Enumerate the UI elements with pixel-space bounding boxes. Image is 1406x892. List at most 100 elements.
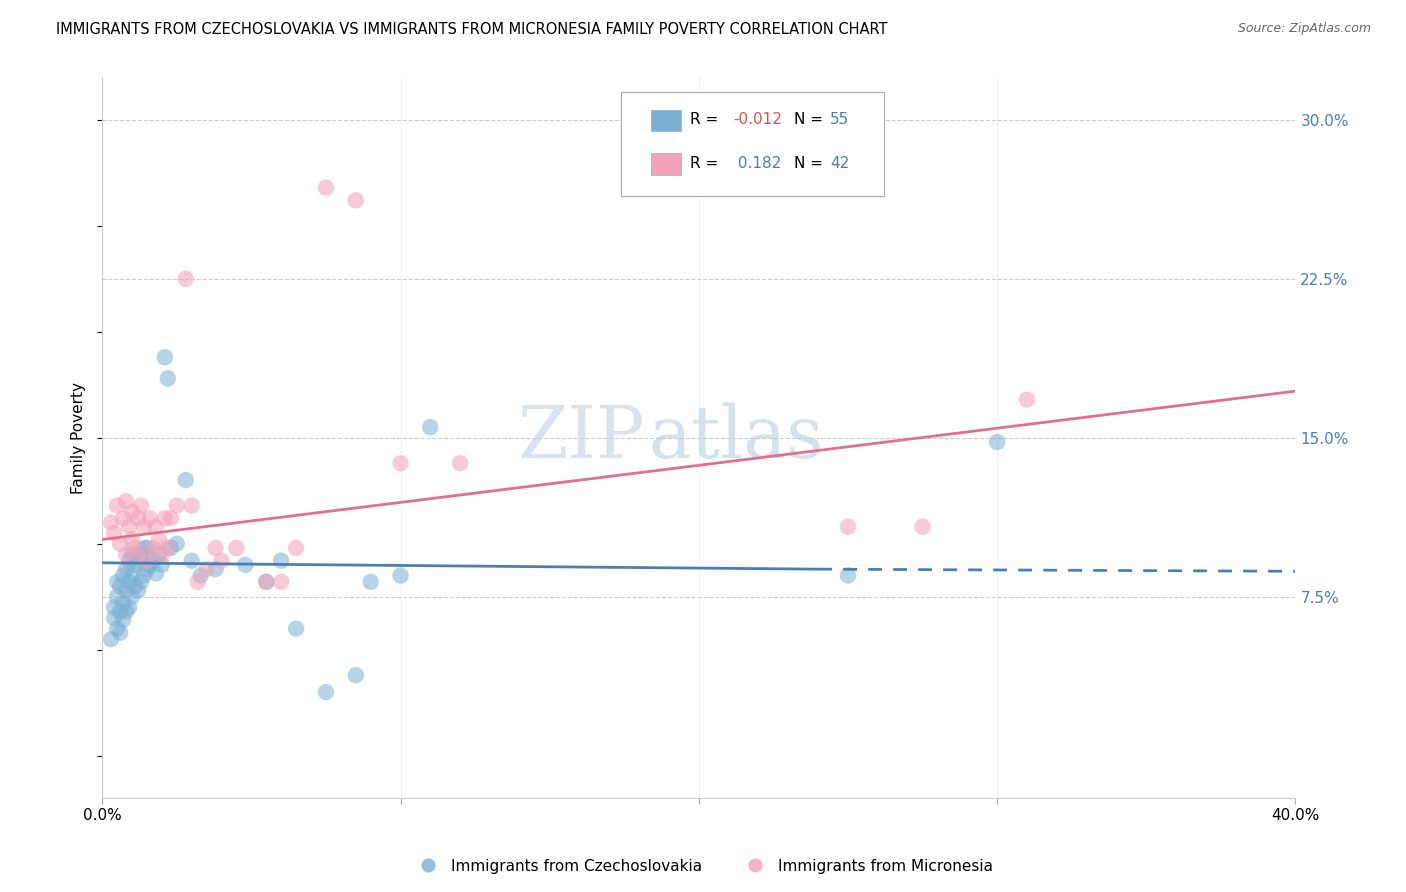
Point	[136, 562, 159, 576]
Point	[129, 574, 152, 589]
Point	[100, 632, 122, 646]
Bar	[651, 110, 681, 131]
Point	[211, 554, 233, 568]
Point	[121, 533, 143, 547]
Point	[837, 520, 859, 534]
Point	[1015, 392, 1038, 407]
Point	[103, 611, 125, 625]
Point	[127, 547, 149, 561]
Point	[105, 499, 128, 513]
Point	[419, 420, 441, 434]
Point	[112, 596, 135, 610]
Point	[153, 350, 176, 364]
Point	[150, 547, 173, 561]
Point	[142, 541, 165, 555]
Point	[145, 566, 167, 581]
Point	[254, 574, 277, 589]
Text: ZIP: ZIP	[517, 402, 645, 473]
Point	[121, 568, 143, 582]
Point	[270, 554, 292, 568]
Point	[118, 600, 141, 615]
Point	[180, 499, 202, 513]
Point	[115, 494, 138, 508]
Point	[112, 613, 135, 627]
Point	[129, 547, 152, 561]
Point	[124, 541, 146, 555]
Point	[108, 579, 131, 593]
Point	[132, 568, 155, 582]
Point	[911, 520, 934, 534]
Point	[204, 541, 226, 555]
Point	[118, 574, 141, 589]
Point	[115, 562, 138, 576]
Point	[121, 590, 143, 604]
Point	[132, 541, 155, 555]
Text: 55: 55	[830, 112, 849, 127]
Point	[124, 558, 146, 572]
Point	[315, 180, 337, 194]
Text: -0.012: -0.012	[734, 112, 782, 127]
Point	[127, 554, 149, 568]
Point	[159, 541, 181, 555]
Point	[112, 568, 135, 582]
Point	[118, 520, 141, 534]
Point	[105, 590, 128, 604]
Point	[166, 499, 188, 513]
Point	[108, 605, 131, 619]
Point	[136, 541, 159, 555]
Point	[142, 554, 165, 568]
Point	[166, 537, 188, 551]
Text: N =: N =	[794, 156, 828, 171]
Point	[225, 541, 247, 555]
Point	[315, 685, 337, 699]
Point	[285, 541, 308, 555]
Text: R =: R =	[690, 156, 724, 171]
Point	[127, 583, 149, 598]
Point	[139, 558, 162, 572]
Point	[837, 568, 859, 582]
Point	[389, 568, 412, 582]
Point	[115, 547, 138, 561]
Point	[132, 520, 155, 534]
Point	[139, 511, 162, 525]
Point	[344, 668, 367, 682]
Point	[360, 574, 382, 589]
Text: atlas: atlas	[648, 402, 824, 473]
Point	[103, 526, 125, 541]
Point	[204, 562, 226, 576]
Point	[108, 537, 131, 551]
Point	[986, 435, 1008, 450]
Point	[150, 558, 173, 572]
Point	[174, 272, 197, 286]
Point	[159, 511, 181, 525]
Point	[105, 622, 128, 636]
Point	[195, 562, 218, 576]
Point	[389, 456, 412, 470]
Point	[254, 574, 277, 589]
Point	[121, 547, 143, 561]
Point	[121, 505, 143, 519]
Point	[180, 554, 202, 568]
Text: 0.182: 0.182	[734, 156, 782, 171]
Point	[285, 622, 308, 636]
Point	[156, 371, 179, 385]
Point	[270, 574, 292, 589]
Point	[127, 511, 149, 525]
Point	[344, 194, 367, 208]
Text: IMMIGRANTS FROM CZECHOSLOVAKIA VS IMMIGRANTS FROM MICRONESIA FAMILY POVERTY CORR: IMMIGRANTS FROM CZECHOSLOVAKIA VS IMMIGR…	[56, 22, 887, 37]
Bar	[651, 153, 681, 175]
Point	[136, 554, 159, 568]
Point	[115, 583, 138, 598]
Point	[118, 554, 141, 568]
Point	[112, 511, 135, 525]
Text: Source: ZipAtlas.com: Source: ZipAtlas.com	[1237, 22, 1371, 36]
Point	[148, 533, 170, 547]
Point	[156, 541, 179, 555]
Point	[190, 568, 212, 582]
Point	[100, 516, 122, 530]
Text: N =: N =	[794, 112, 828, 127]
FancyBboxPatch shape	[621, 92, 884, 196]
Point	[174, 473, 197, 487]
Text: R =: R =	[690, 112, 724, 127]
Point	[129, 499, 152, 513]
